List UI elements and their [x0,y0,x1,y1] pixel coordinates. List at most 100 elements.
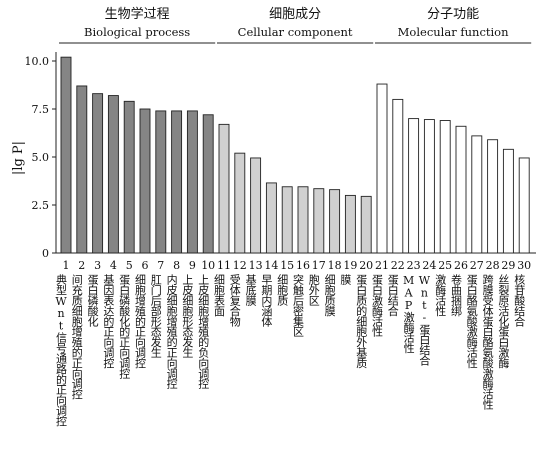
term-label: 细胞表面 [213,274,226,316]
x-tick-label: 5 [126,259,133,272]
term-label: 胞外区 [307,274,320,306]
term-label: 早期内涵体 [260,274,273,327]
bar-13 [250,157,262,254]
term-label: 内皮细胞增殖的正向调控 [165,273,178,389]
x-tick-label: 23 [407,259,421,272]
group-title-en: Biological process [84,25,190,39]
bar-25 [439,120,451,254]
x-tick-label: 30 [517,259,531,272]
bar-22 [392,98,404,254]
bar-7 [155,110,167,254]
x-tick-label: 9 [189,259,196,272]
term-label: 丝裂原活化蛋白激酶 [497,274,510,369]
term-label: 跨膜受体蛋白酪氨酸激酶活性 [481,274,494,411]
x-ticks: 1 2 3 4 5 6 7 8 9 10 11 12 13 14 15 16 17 18 19 20 21 22 23 24 2… [63,259,532,272]
y-tick-label: 10.0 [25,55,50,68]
bar-20 [360,195,372,254]
bar-23 [408,118,420,254]
group-title-cn: 生物学过程 [105,6,170,22]
bar-2 [76,85,88,254]
x-tick-label: 8 [173,259,180,272]
bar-18 [329,189,341,254]
bar-30 [518,157,530,254]
term-label: 受体复合物 [228,274,241,327]
bar-26 [455,125,467,254]
term-label: 核苷酸结合 [513,273,526,327]
bar-9 [186,110,198,254]
term-label: 突触后密集区 [292,273,305,337]
x-tick-label: 11 [217,259,231,272]
bar-19 [344,194,356,254]
bar-21 [376,83,388,254]
x-tick-label: 20 [359,259,373,272]
x-tick-label: 1 [63,259,70,272]
y-tick-label: 7.5 [32,103,50,116]
y-tick-label: 5.0 [32,151,50,164]
bar-1 [60,56,72,254]
x-tick-label: 7 [157,259,164,272]
bar-3 [92,93,104,254]
term-label: 蛋白结合 [386,274,399,316]
bar-5 [123,100,135,254]
bar-27 [471,135,483,254]
term-label: 细胞增殖的正向调控 [134,274,147,368]
x-tick-label: 25 [438,259,452,272]
term-label: Wnt-蛋白结合 [418,274,431,365]
x-tick-label: 16 [296,259,310,272]
term-label: 卷曲捆绑 [450,273,463,316]
term-label: 蛋白磷酸化 [86,274,99,328]
group-title-en: Cellular component [238,25,353,39]
x-tick-label: 22 [391,259,405,272]
x-tick-label: 17 [312,259,326,272]
term-label: 基因表达的正向调控 [102,274,115,368]
x-tick-label: 12 [233,259,247,272]
x-tick-label: 27 [470,259,484,272]
y-tick-label: 0 [42,247,49,260]
term-label: 蛋白酪氨酸激酶活性 [465,274,478,369]
term-label: 膜 [339,274,352,286]
group-title-cn: 细胞成分 [269,7,321,22]
bar-14 [265,182,277,254]
y-ticks: 0 2.5 5.0 7.5 10.0 [25,55,56,260]
term-labels: 典型Wnt信号通路的正向调控 间充质细胞增殖的正向调控 蛋白磷酸化 基因表达的正向调控… [54,273,526,426]
term-label: 蛋白质的细胞外基质 [355,274,368,368]
term-label: 蛋白激酶活性 [371,274,384,338]
bar-6 [139,108,151,254]
term-label: 上皮细胞增殖的负向调控 [197,274,210,389]
group-title-en: Molecular function [398,25,509,39]
term-label: 上皮细胞形态发生 [181,274,194,358]
x-tick-label: 2 [78,259,85,272]
x-tick-label: 13 [249,259,263,272]
term-label: 基底膜 [244,274,257,307]
term-label: 典型Wnt信号通路的正向调控 [54,273,67,426]
term-label: 间充质细胞增殖的正向调控 [70,274,83,399]
term-label: 细胞质膜 [323,274,336,317]
bar-10 [202,114,214,254]
group-title-cn: 分子功能 [427,7,479,22]
bar-29 [502,148,514,254]
x-tick-label: 28 [486,259,500,272]
term-label: 激酶活性 [434,273,447,317]
term-label: 蛋白磷酸化的正向调控 [118,274,131,379]
x-tick-label: 29 [501,259,515,272]
term-label: 肛门后部形态发生 [149,274,162,358]
bar-16 [297,186,309,254]
bars [60,56,530,254]
x-tick-label: 4 [110,259,117,272]
x-tick-label: 3 [94,259,101,272]
x-tick-label: 10 [201,259,215,272]
bar-8 [171,110,183,254]
bar-28 [487,139,499,254]
term-label: 细胞质 [276,274,289,306]
bar-17 [313,188,325,254]
x-tick-label: 24 [422,259,436,272]
group-headers: 生物学过程 Biological process 细胞成分 Cellular comp… [59,6,532,44]
term-label: MAP激酶活性 [402,274,415,354]
y-tick-label: 2.5 [32,199,50,212]
bar-4 [107,95,119,254]
x-tick-label: 19 [343,259,357,272]
bar-11 [218,123,230,254]
x-tick-label: 26 [454,259,468,272]
bar-12 [234,152,246,254]
